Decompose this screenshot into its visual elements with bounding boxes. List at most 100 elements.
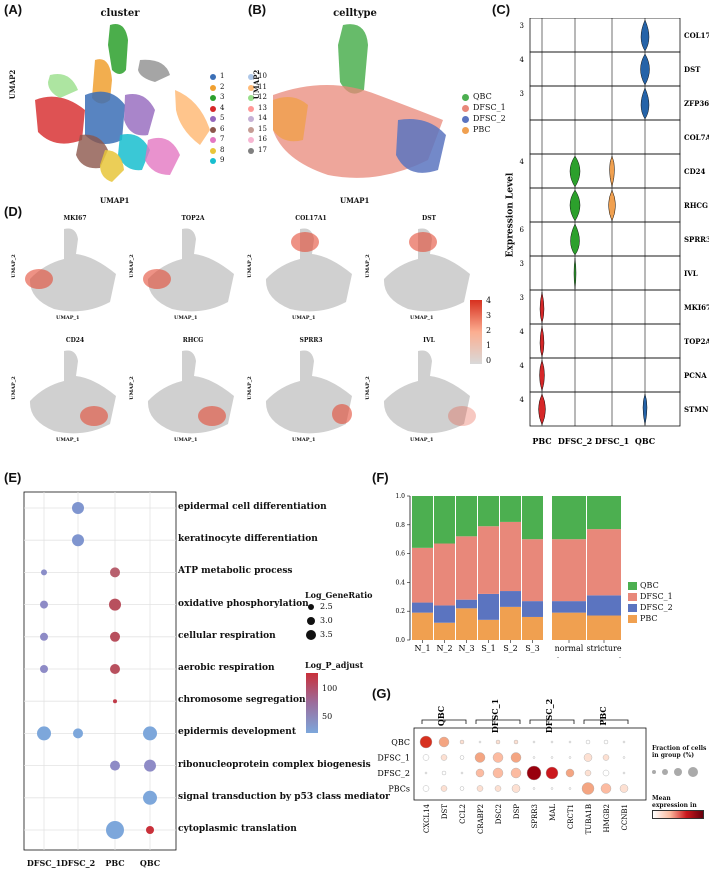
bar-segment-PBC	[587, 615, 621, 640]
dotplot-point	[113, 699, 117, 704]
legend-label-13: 13	[258, 103, 267, 112]
panel-b-ylabel: UMAP2	[252, 69, 262, 100]
y-tick-label: 0.0	[395, 637, 405, 644]
feature-plot-SPRR3	[265, 350, 352, 434]
dotplot-g-point	[584, 769, 592, 777]
feature-umap-shape	[29, 228, 116, 312]
bar-segment-QBC	[500, 496, 521, 522]
dotplot-g-point	[532, 740, 536, 744]
feature-xlabel: UMAP_1	[56, 315, 80, 321]
legend-label-3: 3	[220, 93, 225, 101]
dotplot-g-gene-label: CCNB1	[621, 804, 629, 830]
go-term-label: signal transduction by p53 class mediato…	[178, 791, 390, 802]
feature-title-CD24: CD24	[65, 337, 85, 344]
bar-segment-PBC	[500, 606, 521, 640]
legend-label-9: 9	[220, 156, 225, 164]
feature-umap-shape	[147, 228, 234, 312]
dotplot-g-point	[545, 766, 559, 780]
dotplot-g-point	[492, 767, 504, 779]
celltype-region-qbc	[338, 24, 368, 94]
dotplot-g-gene-label: SPRR3	[531, 804, 539, 829]
bar-segment-DFSC_1	[552, 539, 586, 602]
panel-e-label: (E)	[4, 470, 22, 485]
dotplot-point	[72, 502, 84, 514]
legend-label-10: 10	[258, 72, 267, 80]
legend-dot-16	[248, 137, 254, 143]
dotplot-g-point	[460, 771, 464, 775]
y-tick-label: 0.8	[395, 522, 405, 529]
go-term-label: ribonucleoprotein complex biogenesis	[178, 759, 371, 770]
dotplot-g-point	[422, 754, 430, 761]
legend-label-11: 11	[258, 82, 267, 91]
umap-blob-1	[85, 91, 125, 144]
dotplot-g-point	[532, 756, 536, 759]
dotplot-point	[143, 790, 157, 805]
violin-row-frame	[529, 391, 681, 427]
legend-label-17: 17	[258, 145, 267, 154]
group-bracket	[475, 719, 521, 724]
feature-expression-hotspot	[143, 269, 171, 289]
legend-dot-13	[248, 105, 254, 112]
panel-c-violins: 3 COL17A1 4 DST 3 ZFP36L2 COL7A1 4 CD24 RHCG 6 SPRR…	[520, 18, 709, 446]
feature-plot-CD24	[29, 350, 116, 434]
bar-legend-swatch	[628, 593, 637, 601]
dotplot-point	[143, 726, 157, 741]
umap-blob-17	[138, 59, 170, 82]
legend-label-4: 4	[220, 103, 225, 112]
feature-xlabel: UMAP_1	[292, 437, 316, 443]
feature-plot-MKI67	[25, 228, 116, 312]
feature-expression-hotspot	[332, 404, 352, 424]
feature-plot-COL17A1	[265, 228, 352, 312]
violin-row-frame	[529, 221, 681, 257]
dotplot-g-point	[550, 787, 554, 790]
dotplot-g-gene-label: DSP	[513, 804, 521, 819]
feature-plot-RHCG	[147, 350, 234, 434]
legend-dot-2	[210, 84, 216, 91]
celltype-legend-label: DFSC_2	[473, 114, 506, 123]
violin-shape	[640, 53, 650, 86]
violin-shape	[642, 393, 648, 426]
umap-blob-9	[118, 134, 150, 171]
feature-title-IVL: IVL	[423, 337, 435, 344]
legend-dot-6	[210, 126, 216, 133]
violin-gene-RHCG: RHCG	[684, 201, 708, 210]
dotplot-g-point	[619, 784, 629, 793]
y-tick-label: 0.2	[395, 608, 405, 615]
violin-gene-COL17A1: COL17A1	[684, 31, 709, 40]
fraction-legend-title: Fraction of cells in group (%)	[652, 745, 707, 759]
bar-category-label: normal	[555, 644, 584, 653]
legend-dot-3	[210, 95, 216, 101]
feature-xlabel: UMAP_1	[410, 315, 434, 321]
violin-group-label: QBC	[635, 436, 655, 446]
colorbar-tick: 4	[486, 296, 492, 305]
bar-segment-DFSC_2	[587, 595, 621, 616]
bar-segment-PBC	[522, 616, 543, 640]
dotplot-g-point	[622, 756, 626, 759]
violin-row-frame	[529, 85, 681, 121]
legend-dot-15	[248, 126, 254, 133]
dotplot-g-point	[602, 754, 610, 761]
legend-dot-1	[210, 74, 216, 80]
bar-legend-swatch	[628, 582, 637, 590]
bar-legend-swatch	[628, 615, 637, 623]
feature-title-RHCG: RHCG	[182, 337, 204, 344]
dotplot-group-label: PBC	[105, 858, 125, 868]
panel-d-label: (D)	[4, 204, 23, 219]
celltype-region-dfsc2	[396, 119, 446, 173]
violin-shape	[609, 155, 615, 188]
panel-a-xlabel: UMAP1	[100, 196, 130, 205]
panel-e-dotplot	[23, 491, 177, 851]
bar-legend-label: QBC	[640, 581, 659, 590]
violin-shape	[570, 223, 580, 256]
dotplot-g-point	[494, 785, 502, 792]
go-term-label: ATP metabolic process	[178, 566, 293, 577]
dotplot-point	[37, 726, 51, 741]
legend-label-6: 6	[220, 124, 225, 133]
panel-g-dotplot: QBC DFSC_1 DFSC_2 PBC QBC DFSC_1 DFSC_2 PBCs CXC…	[377, 699, 647, 834]
dotplot-point	[73, 728, 83, 739]
violin-shape	[539, 291, 545, 324]
feature-xlabel: UMAP_1	[174, 437, 198, 443]
group-bracket	[421, 719, 467, 724]
feature-ylabel: UMAP_2	[128, 376, 135, 400]
dotplot-point	[110, 760, 120, 771]
